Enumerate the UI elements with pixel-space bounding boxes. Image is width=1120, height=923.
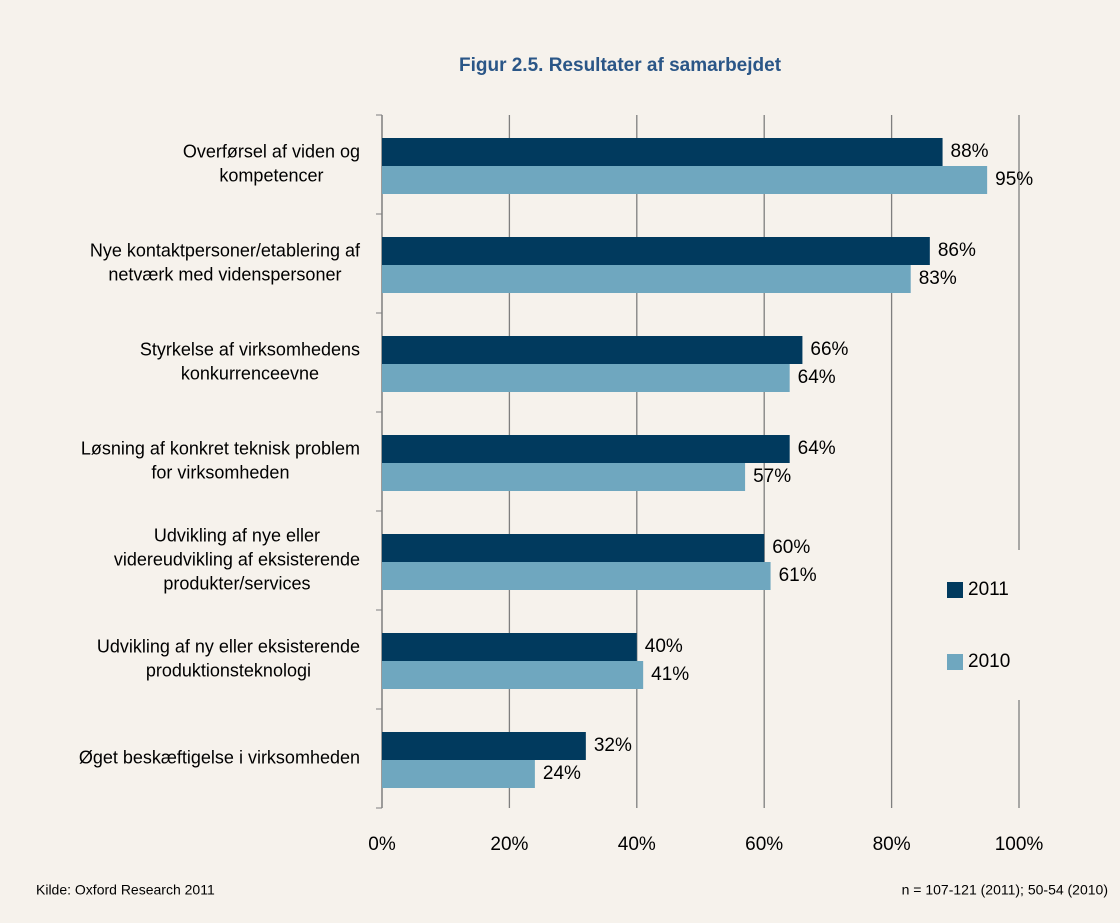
data-label: 60% (772, 537, 810, 558)
bar (382, 562, 771, 590)
legend-label: 2010 (968, 651, 1010, 672)
category-label: Styrkelse af virksomhedens konkurrenceevn… (140, 339, 360, 383)
x-tick-label: 80% (873, 834, 911, 855)
legend-swatch (947, 582, 963, 598)
x-tick-label: 60% (745, 834, 783, 855)
y-tick-label: Øget beskæftigelse i virksomheden (79, 747, 360, 767)
legend-box (935, 550, 1035, 700)
note: n = 107-121 (2011); 50-54 (2010) (902, 882, 1108, 898)
bar (382, 138, 943, 166)
x-tick-label: 40% (618, 834, 656, 855)
y-tick-label: for virksomheden (151, 462, 289, 482)
category-label: Øget beskæftigelse i virksomheden (79, 747, 360, 767)
y-tick-label: Styrkelse af virksomhedens (140, 339, 360, 359)
bar (382, 336, 803, 364)
x-tick-label: 0% (368, 834, 396, 855)
bar (382, 237, 930, 265)
y-tick-label: netværk med videnspersoner (108, 264, 341, 284)
y-tick-label: produkter/services (163, 573, 310, 593)
data-label: 86% (938, 240, 976, 261)
data-label: 24% (543, 763, 581, 784)
bar (382, 463, 746, 491)
data-label: 64% (798, 367, 836, 388)
data-label: 88% (951, 141, 989, 162)
y-tick-label: videreudvikling af eksisterende (114, 549, 360, 569)
bar (382, 760, 535, 788)
bar (382, 265, 911, 293)
y-tick-label: Overførsel af viden og (183, 141, 360, 161)
y-tick-label: kompetencer (219, 165, 323, 185)
data-label: 95% (995, 169, 1033, 190)
bar (382, 435, 790, 463)
x-tick-label: 100% (995, 834, 1044, 855)
category-label: Overførsel af viden og kompetencer (183, 141, 360, 185)
y-tick-label: konkurrenceevne (181, 363, 319, 383)
bar (382, 633, 637, 661)
bar (382, 661, 644, 689)
source: Kilde: Oxford Research 2011 (36, 882, 215, 898)
category-label: Løsning af konkret teknisk problem for vi… (81, 438, 360, 482)
data-label: 61% (779, 565, 817, 586)
data-label: 32% (594, 735, 632, 756)
category-label: Udvikling af ny eller eksisterende produk… (97, 636, 360, 680)
y-tick-label: Løsning af konkret teknisk problem (81, 438, 360, 458)
y-tick-label: Nye kontaktpersoner/etablering af (90, 240, 361, 260)
data-label: 83% (919, 268, 957, 289)
data-label: 64% (798, 438, 836, 459)
data-label: 40% (645, 636, 683, 657)
x-tick-label: 20% (490, 834, 528, 855)
y-tick-label: produktionsteknologi (146, 660, 311, 680)
data-label: 41% (651, 664, 689, 685)
data-label: 57% (753, 466, 791, 487)
y-tick-label: Udvikling af ny eller eksisterende (97, 636, 360, 656)
chart-title: Figur 2.5. Resultater af samarbejdet (459, 55, 782, 76)
bar (382, 364, 790, 392)
legend-swatch (947, 654, 963, 670)
bar (382, 166, 988, 194)
y-tick-label: Udvikling af nye eller (154, 525, 320, 545)
category-label: Udvikling af nye eller videreudvikling af… (114, 525, 360, 593)
data-label: 66% (810, 339, 848, 360)
legend-label: 2011 (968, 579, 1009, 600)
category-label: Nye kontaktpersoner/etablering af netværk… (90, 240, 361, 284)
bar (382, 534, 765, 562)
bar (382, 732, 586, 760)
